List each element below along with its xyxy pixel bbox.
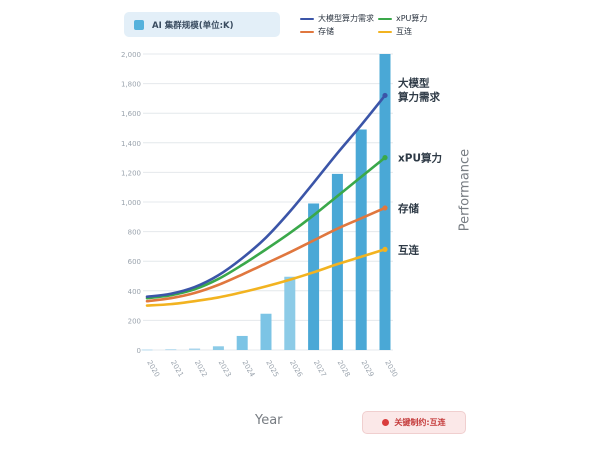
legend-bar-series: AI 集群规模(单位:K): [124, 12, 280, 37]
legend-label-demand: 大模型算力需求: [318, 14, 374, 23]
legend-bar-label: AI 集群规模(单位:K): [152, 20, 234, 31]
y-tick-label: 200: [128, 317, 141, 325]
y-tick-label: 1,600: [121, 110, 141, 118]
bar: [141, 349, 153, 351]
x-tick-label: 2024: [240, 359, 256, 379]
bar: [212, 346, 224, 350]
y-tick-label: 1,400: [121, 140, 141, 148]
bar: [236, 335, 248, 350]
y-tick-label: 1,800: [121, 81, 141, 89]
legend-item-demand: 大模型算力需求: [300, 13, 374, 24]
bar: [165, 349, 177, 351]
legend-label-interconnect: 互连: [396, 27, 412, 36]
y-tick-label: 1,000: [121, 199, 141, 207]
legend-stroke-storage: [300, 30, 314, 33]
legend-item-interconnect: 互连: [378, 26, 412, 37]
x-tick-label: 2026: [288, 359, 304, 379]
x-tick-label: 2021: [169, 359, 185, 378]
series-line: [145, 206, 387, 303]
constraint-text: 关键制约:互连: [394, 418, 446, 427]
legend-label-xpu: xPU算力: [396, 14, 428, 23]
series-line: [145, 156, 387, 300]
bar: [260, 313, 272, 350]
series-line: [145, 94, 387, 299]
x-tick-label: 2029: [359, 359, 375, 378]
series-end-point: [382, 92, 388, 99]
constraint-dot-icon: [382, 419, 390, 426]
x-tick-label: 2020: [145, 359, 161, 378]
x-tick-label: 2022: [193, 359, 209, 378]
bar: [189, 348, 201, 350]
series-line: [145, 248, 387, 307]
series-end-label: 互连: [398, 243, 419, 256]
series-end-point: [382, 205, 388, 211]
y-tick-label: 400: [128, 288, 141, 296]
series-end-label: 存储: [398, 202, 419, 215]
bar: [284, 276, 296, 350]
bar: [355, 129, 367, 350]
line-legend: 大模型算力需求 xPU算力 存储 互连: [300, 13, 460, 39]
x-tick-label: 2025: [264, 359, 280, 378]
legend-item-storage: 存储: [300, 26, 334, 37]
y-tick-label: 1,200: [121, 169, 141, 177]
legend-stroke-interconnect: [378, 30, 392, 33]
series-end-label: xPU算力: [398, 152, 442, 165]
series-end-point: [382, 155, 388, 161]
series-end-label: 大模型: [398, 76, 430, 89]
legend-stroke-demand: [300, 17, 314, 20]
x-axis-title: Year: [255, 413, 283, 428]
y-tick-label: 2,000: [121, 51, 141, 59]
legend-stroke-xpu: [378, 17, 392, 20]
x-tick-label: 2027: [312, 359, 328, 378]
bar: [379, 54, 391, 350]
y-tick-label: 0: [137, 347, 141, 355]
y-axis-title: Performance: [457, 148, 473, 232]
x-tick-label: 2030: [383, 359, 399, 378]
legend-label-storage: 存储: [318, 27, 334, 36]
series-end-point: [382, 246, 388, 252]
x-tick-label: 2023: [217, 359, 233, 378]
y-tick-label: 600: [128, 258, 141, 266]
bar: [308, 203, 320, 350]
y-tick-label: 800: [128, 229, 141, 237]
x-tick-label: 2028: [336, 359, 352, 378]
legend-item-xpu: xPU算力: [378, 13, 427, 24]
series-end-label: 算力需求: [398, 90, 440, 103]
bar: [331, 173, 343, 350]
legend-bar-swatch: [134, 19, 144, 30]
constraint-badge: 关键制约:互连: [362, 411, 466, 434]
